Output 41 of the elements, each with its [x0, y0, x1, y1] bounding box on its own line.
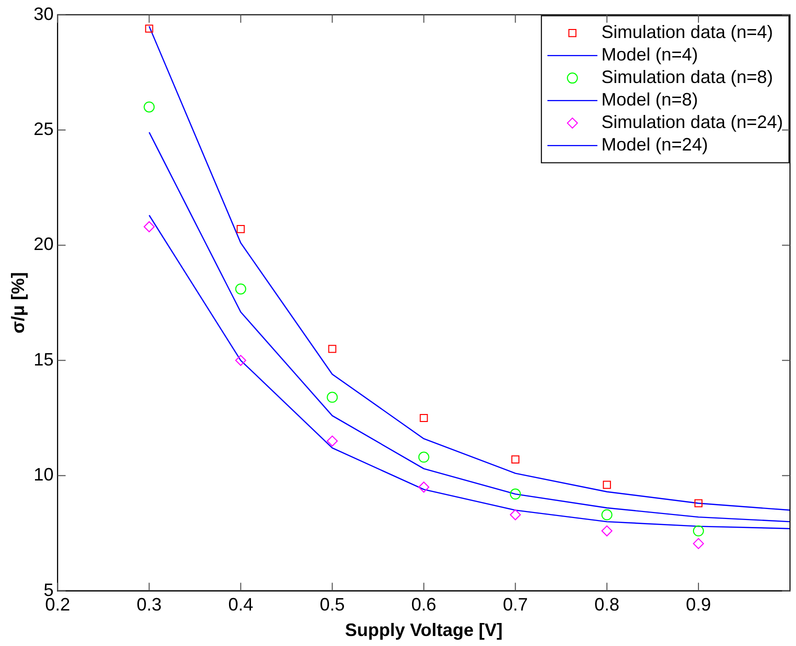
x-axis-title: Supply Voltage [V] — [344, 620, 503, 640]
point — [692, 525, 704, 536]
point — [601, 525, 612, 536]
x-tick-label: 0.8 — [594, 594, 620, 615]
y-tick-label: 25 — [34, 118, 54, 139]
point — [235, 354, 246, 366]
y-tick-label: 30 — [34, 4, 54, 24]
point — [694, 499, 702, 508]
point — [328, 344, 336, 353]
y-tick-label: 10 — [34, 464, 54, 485]
legend-label: Simulation data (n=8) — [601, 67, 773, 88]
legend-label: Simulation data (n=24) — [601, 112, 783, 132]
point — [236, 225, 245, 234]
point — [145, 24, 154, 33]
point — [144, 101, 155, 112]
point — [326, 436, 338, 447]
x-tick-label: 0.4 — [228, 594, 254, 615]
point — [235, 283, 246, 294]
point — [326, 392, 338, 403]
x-tick-label: 0.3 — [136, 594, 162, 615]
point — [692, 538, 704, 550]
point — [601, 509, 612, 520]
x-tick-label: 0.9 — [686, 594, 711, 615]
y-axis-title: σ/μ [%] — [8, 272, 28, 334]
point — [510, 488, 521, 500]
y-tick-label: 20 — [34, 234, 54, 254]
point — [420, 414, 428, 422]
x-tick-label: 0.5 — [320, 594, 345, 615]
point — [510, 509, 521, 520]
y-tick-label: 15 — [34, 349, 54, 370]
legend-label: Model (n=8) — [601, 90, 698, 110]
x-tick-label: 0.6 — [411, 594, 436, 615]
point — [511, 455, 520, 464]
point — [602, 480, 611, 489]
point — [418, 452, 430, 463]
legend-label: Model (n=4) — [601, 44, 698, 65]
x-tick-label: 0.7 — [502, 594, 528, 615]
legend-label: Simulation data (n=4) — [601, 22, 773, 42]
legend-label: Model (n=24) — [601, 134, 708, 155]
point — [418, 482, 430, 493]
point — [144, 221, 155, 232]
